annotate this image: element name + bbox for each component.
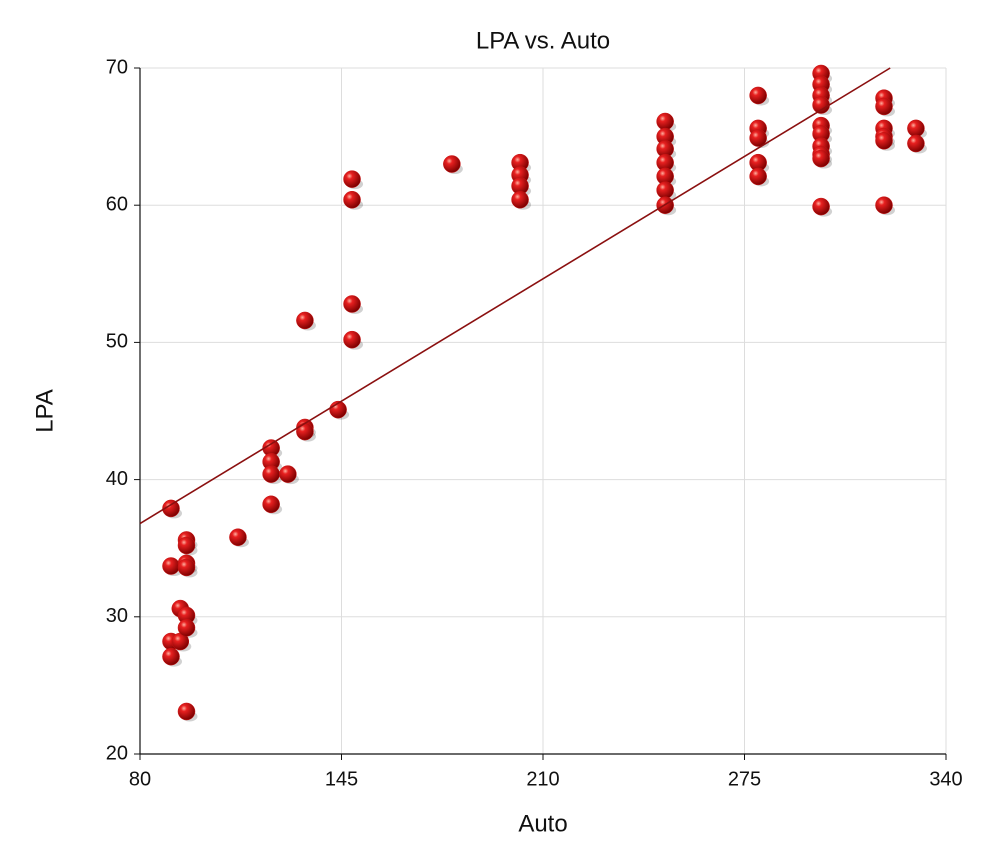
- point: [343, 190, 361, 209]
- point: [177, 619, 196, 637]
- y-tick-label: 50: [106, 331, 128, 353]
- x-tick-label: 80: [129, 768, 151, 790]
- x-tick-label: 145: [325, 768, 358, 790]
- point: [875, 97, 893, 116]
- point: [812, 197, 830, 216]
- chart-title: LPA vs. Auto: [476, 27, 610, 54]
- point: [875, 196, 893, 214]
- point: [749, 167, 767, 186]
- point: [343, 295, 361, 313]
- x-tick-label: 210: [526, 768, 559, 790]
- point: [162, 647, 180, 666]
- x-tick-label: 275: [728, 768, 761, 790]
- y-tick-label: 60: [106, 193, 128, 215]
- point: [162, 557, 180, 575]
- y-axis-label: LPA: [31, 389, 58, 433]
- x-axis-label: Auto: [518, 810, 567, 837]
- point: [511, 190, 529, 209]
- point: [162, 499, 180, 518]
- point: [262, 465, 280, 483]
- point: [296, 422, 314, 441]
- point: [749, 86, 767, 105]
- point: [812, 96, 830, 114]
- point: [177, 536, 196, 555]
- y-tick-label: 70: [106, 56, 128, 78]
- point: [177, 558, 196, 577]
- y-tick-label: 30: [106, 605, 128, 627]
- point: [656, 181, 674, 199]
- point: [296, 311, 314, 330]
- point: [875, 131, 893, 150]
- point: [177, 702, 196, 721]
- point: [812, 149, 830, 168]
- point: [279, 465, 297, 483]
- point: [656, 112, 674, 131]
- point: [907, 134, 925, 153]
- point: [343, 330, 361, 349]
- point: [262, 495, 280, 514]
- point: [907, 119, 925, 138]
- point: [343, 170, 361, 188]
- y-tick-label: 40: [106, 468, 128, 490]
- point: [229, 528, 247, 546]
- x-tick-label: 340: [929, 768, 962, 790]
- trend-line: [139, 67, 891, 525]
- point: [749, 129, 767, 147]
- point: [443, 155, 461, 173]
- y-tick-label: 20: [106, 742, 128, 764]
